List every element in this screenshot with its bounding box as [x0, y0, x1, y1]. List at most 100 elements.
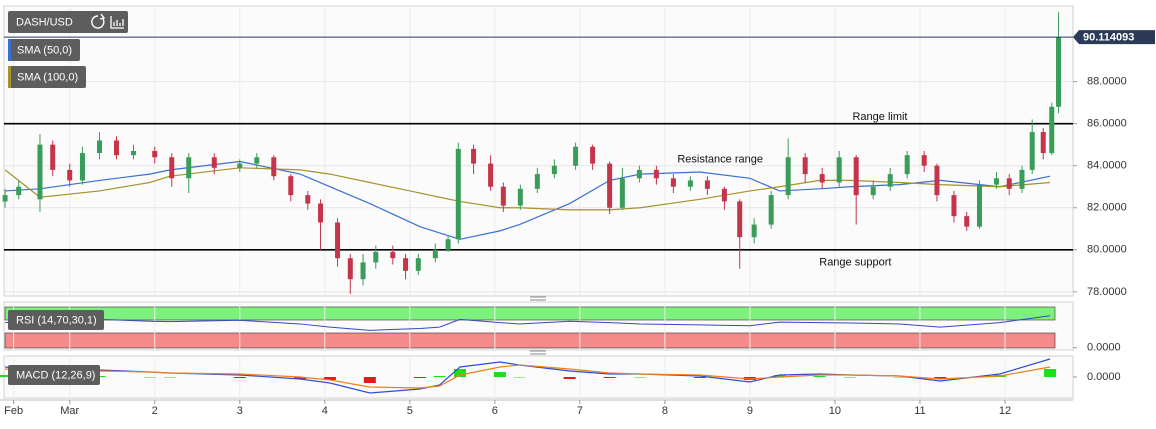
- rsi-line: [5, 315, 1051, 331]
- candle-body: [1006, 178, 1012, 189]
- annotation: Resistance range: [677, 153, 763, 165]
- x-tick-label: 2: [152, 405, 158, 417]
- last-price-tag: [1073, 30, 1155, 45]
- candle-body: [50, 144, 56, 170]
- candle-body: [403, 258, 409, 271]
- y-tick-label: 80.0000: [1087, 244, 1127, 256]
- candle-body: [1049, 106, 1055, 154]
- candle-body: [152, 150, 158, 158]
- rsi-oversold-band: [4, 332, 1056, 349]
- sma100-legend[interactable]: SMA (100,0): [8, 66, 86, 88]
- candle-body: [113, 140, 119, 156]
- sma-line: [4, 167, 1051, 211]
- candle-body: [79, 153, 85, 181]
- legend-box: [8, 310, 104, 330]
- annotation: Range support: [819, 256, 891, 268]
- candle-body: [619, 178, 625, 208]
- candle-body: [785, 157, 791, 196]
- histogram-bar: [513, 377, 526, 378]
- candle-body: [415, 258, 421, 271]
- x-tick-label: Mar: [60, 405, 79, 417]
- candle-body: [37, 144, 43, 200]
- legend-label: SMA (50,0): [17, 44, 72, 56]
- x-tick-label: 8: [662, 405, 668, 417]
- y-tick-label: 84.0000: [1087, 160, 1127, 172]
- candle-body: [636, 169, 642, 179]
- histogram-bar: [693, 377, 706, 378]
- histogram-bar: [493, 372, 506, 377]
- candle-body: [373, 251, 379, 263]
- pane-handle[interactable]: [530, 350, 546, 355]
- x-tick-label: 9: [747, 405, 753, 417]
- candle-body: [768, 195, 774, 225]
- x-tick-label: 5: [407, 405, 413, 417]
- candle-body: [360, 262, 366, 280]
- candle-body: [551, 165, 557, 175]
- candle-body: [237, 163, 243, 168]
- layers: Feb Mar 2 3 4 5 6 7 8 9 10 11 12 78.0000 80.0000 82.000…: [0, 8, 1155, 417]
- candle-body: [130, 150, 136, 156]
- candle-body: [16, 186, 22, 196]
- legend-box: [8, 365, 100, 385]
- symbol-title: DASH/USD: [16, 16, 73, 28]
- rsi-legend[interactable]: RSI (14,70,30,1): [8, 310, 104, 330]
- candle-body: [96, 140, 102, 154]
- histogram-bar: [164, 377, 177, 378]
- candle-body: [687, 180, 693, 187]
- histogram-bar: [634, 377, 647, 378]
- x-tick-label: Feb: [4, 405, 23, 417]
- candle-body: [500, 186, 506, 206]
- legend-box: [8, 39, 80, 61]
- y-tick-label: 78.0000: [1087, 286, 1127, 298]
- refresh-icon[interactable]: [91, 13, 106, 29]
- candle-body: [853, 157, 859, 196]
- candle-body: [921, 155, 927, 166]
- x-tick-label: 7: [577, 405, 583, 417]
- candle-body: [186, 157, 192, 179]
- candle-body: [211, 157, 217, 168]
- legend-label: SMA (100,0): [17, 71, 78, 83]
- histogram-bar: [844, 377, 857, 378]
- candle-body: [445, 239, 451, 250]
- candle-body: [271, 157, 277, 177]
- histogram-bar: [363, 377, 376, 383]
- candle-body: [870, 186, 876, 196]
- candle-body: [993, 178, 999, 185]
- symbol-box[interactable]: DASH/USD: [8, 11, 128, 33]
- candle-body: [819, 174, 825, 183]
- histogram-bar: [813, 376, 826, 377]
- candle-body: [335, 222, 341, 259]
- candle-body: [737, 201, 743, 238]
- histogram-bar: [934, 377, 947, 379]
- x-tick-label: 4: [322, 405, 328, 417]
- candle-body: [607, 163, 613, 208]
- candle-body: [318, 203, 324, 223]
- candle-body: [254, 157, 260, 164]
- candle-body: [288, 176, 294, 196]
- histogram-bar: [143, 377, 156, 378]
- candle-body: [2, 195, 8, 202]
- annotation: Range limit: [852, 111, 907, 123]
- candle-body: [934, 165, 940, 196]
- macd-legend[interactable]: MACD (12,26,9): [8, 365, 100, 385]
- candle-body: [517, 188, 523, 206]
- y-tick-label: 0.0000: [1087, 371, 1121, 383]
- y-tick-label: 0.0000: [1087, 342, 1121, 354]
- histogram-bar: [563, 377, 576, 379]
- x-tick-label: 6: [492, 405, 498, 417]
- candle-body: [887, 174, 893, 187]
- candle-body: [347, 258, 353, 280]
- candle-body: [488, 163, 494, 187]
- candle-body: [964, 216, 970, 227]
- pane-handle[interactable]: [530, 296, 546, 301]
- candle-body: [904, 155, 910, 175]
- indicator-icon[interactable]: [110, 16, 124, 29]
- histogram-bar: [893, 377, 906, 378]
- candle-body: [390, 251, 396, 259]
- y-tick-label: 82.0000: [1087, 202, 1127, 214]
- candle-body: [721, 188, 727, 202]
- histogram-bar: [1044, 369, 1057, 377]
- sma50-legend[interactable]: SMA (50,0): [8, 39, 80, 61]
- candle-body: [1029, 132, 1035, 170]
- candle-body: [1019, 169, 1025, 189]
